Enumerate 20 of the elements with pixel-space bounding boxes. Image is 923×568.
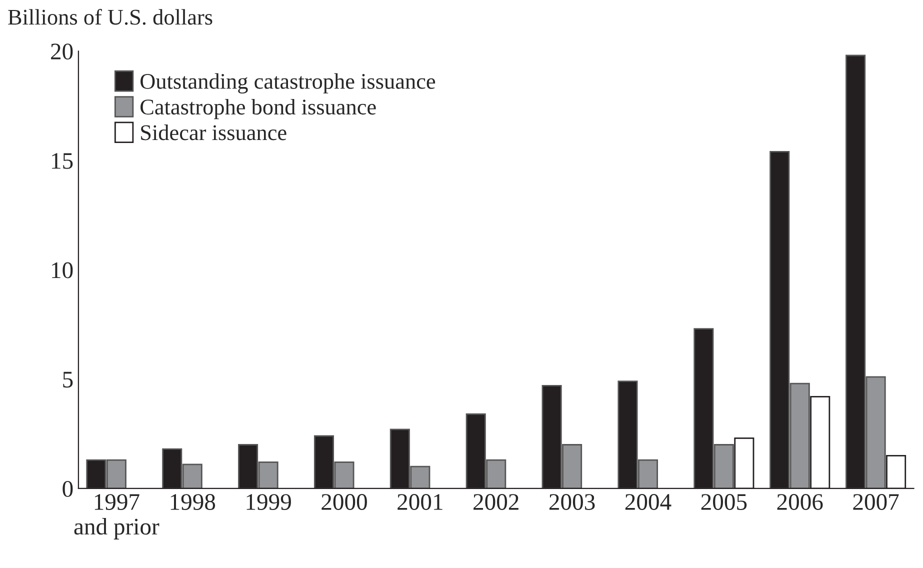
x-tick-label: 1997 and prior [74,494,160,540]
legend-label: Catastrophe bond issuance [140,98,376,120]
x-tick-label: 2003 [549,494,595,510]
x-tick-label: 1999 [246,494,291,510]
y-tick-label: 10 [52,262,73,278]
legend-label: Outstanding catastrophe issuance [140,73,436,94]
y-tick-label: 15 [52,153,73,169]
x-tick-label: 2001 [398,494,442,510]
x-tick-label: 1998 [170,494,216,510]
legend-label: Sidecar issuance [141,124,286,140]
y-tick-label: 0 [62,480,73,497]
y-tick-label: 5 [63,372,73,388]
x-tick-label: 2005 [701,494,747,510]
y-tick-label: 20 [51,44,73,60]
x-tick-label: 2002 [474,494,518,510]
y-axis-title: Billions of U.S. dollars [8,8,212,25]
x-tick-label: 2006 [777,494,823,510]
x-tick-label: 2004 [625,494,672,510]
x-tick-label: 2007 [853,494,899,510]
x-tick-label: 2000 [322,494,367,510]
